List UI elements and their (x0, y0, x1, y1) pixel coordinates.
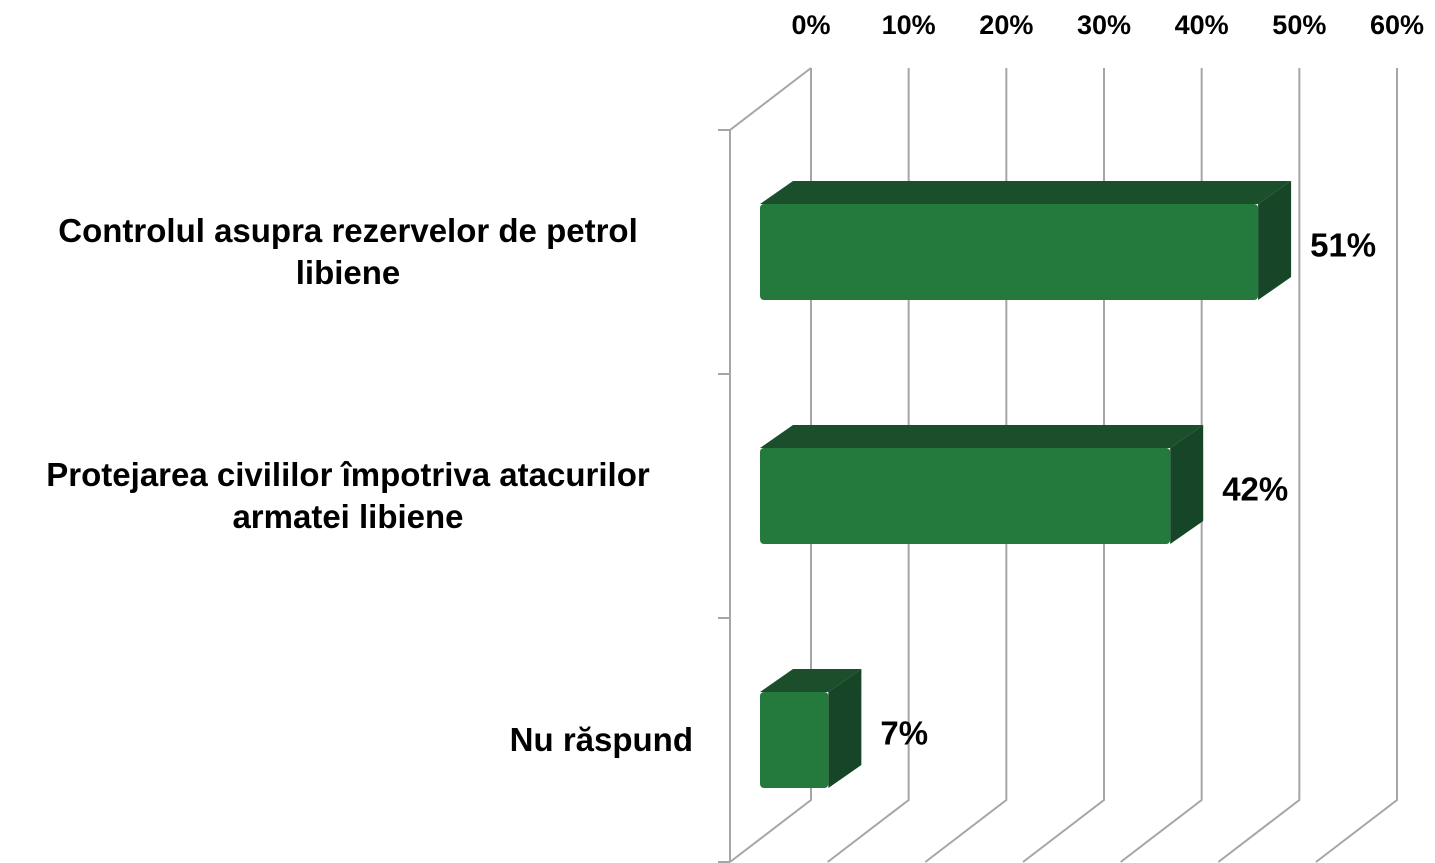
bar-side (1170, 425, 1204, 544)
value-label: 7% (880, 715, 928, 752)
category-label: Protejarea civililor împotriva atacurilo… (46, 456, 650, 535)
x-tick-label: 40% (1175, 10, 1229, 40)
x-tick-label: 30% (1077, 10, 1131, 40)
bar-top (760, 669, 862, 692)
grid-line (924, 68, 1008, 863)
grid-line (729, 68, 812, 863)
bar-side (828, 669, 862, 788)
grid-line (827, 68, 910, 863)
grid-line (1022, 68, 1105, 863)
category-label-box: Protejarea civililor împotriva atacurilo… (3, 454, 693, 538)
x-tick-label: 0% (791, 10, 830, 40)
value-label: 51% (1310, 227, 1376, 264)
grid-line (1120, 68, 1203, 863)
bar-top (760, 425, 1204, 448)
grid-line (1315, 68, 1398, 863)
bar-side (1258, 181, 1292, 300)
category-label: Controlul asupra rezervelor de petrol li… (58, 212, 638, 291)
x-tick-label: 60% (1370, 10, 1424, 40)
axis-line (729, 67, 812, 131)
x-tick-label: 20% (979, 10, 1033, 40)
x-tick-label: 10% (882, 10, 936, 40)
x-tick-label: 50% (1272, 10, 1326, 40)
bar (760, 692, 829, 788)
category-label: Nu răspund (509, 721, 693, 758)
grid-line (1217, 68, 1301, 863)
bar (760, 204, 1259, 300)
bar (760, 448, 1171, 544)
category-label-box: Controlul asupra rezervelor de petrol li… (3, 210, 693, 294)
value-label: 42% (1222, 471, 1288, 508)
category-label-box: Nu răspund (3, 719, 693, 761)
bar-top (760, 181, 1292, 204)
